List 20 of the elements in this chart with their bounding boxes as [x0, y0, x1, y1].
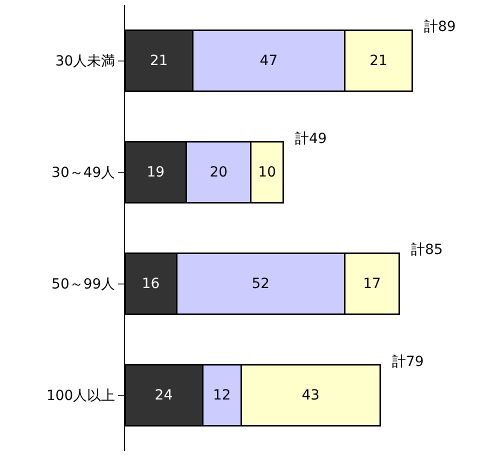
data-label: 16: [142, 276, 160, 292]
data-label: 52: [252, 276, 270, 292]
total-label: 計79: [392, 354, 424, 370]
y-tick-label: 50～99人: [52, 276, 116, 293]
data-label: 10: [258, 164, 276, 180]
y-tick-label: 30～49人: [52, 165, 116, 182]
total-label: 計85: [411, 242, 443, 258]
y-tick-label: 100人以上: [46, 388, 116, 404]
data-label: 47: [260, 52, 278, 69]
total-label: 計89: [424, 19, 456, 35]
data-label: 12: [212, 387, 231, 404]
data-label: 20: [210, 164, 228, 180]
data-label: 21: [150, 52, 168, 69]
y-tick-label: 30人未満: [55, 54, 116, 70]
total-label: 計49: [295, 131, 327, 147]
data-label: 19: [146, 164, 165, 180]
data-label: 24: [154, 387, 173, 404]
data-label: 43: [302, 387, 320, 404]
data-label: 17: [363, 276, 381, 292]
data-label: 21: [370, 52, 388, 69]
